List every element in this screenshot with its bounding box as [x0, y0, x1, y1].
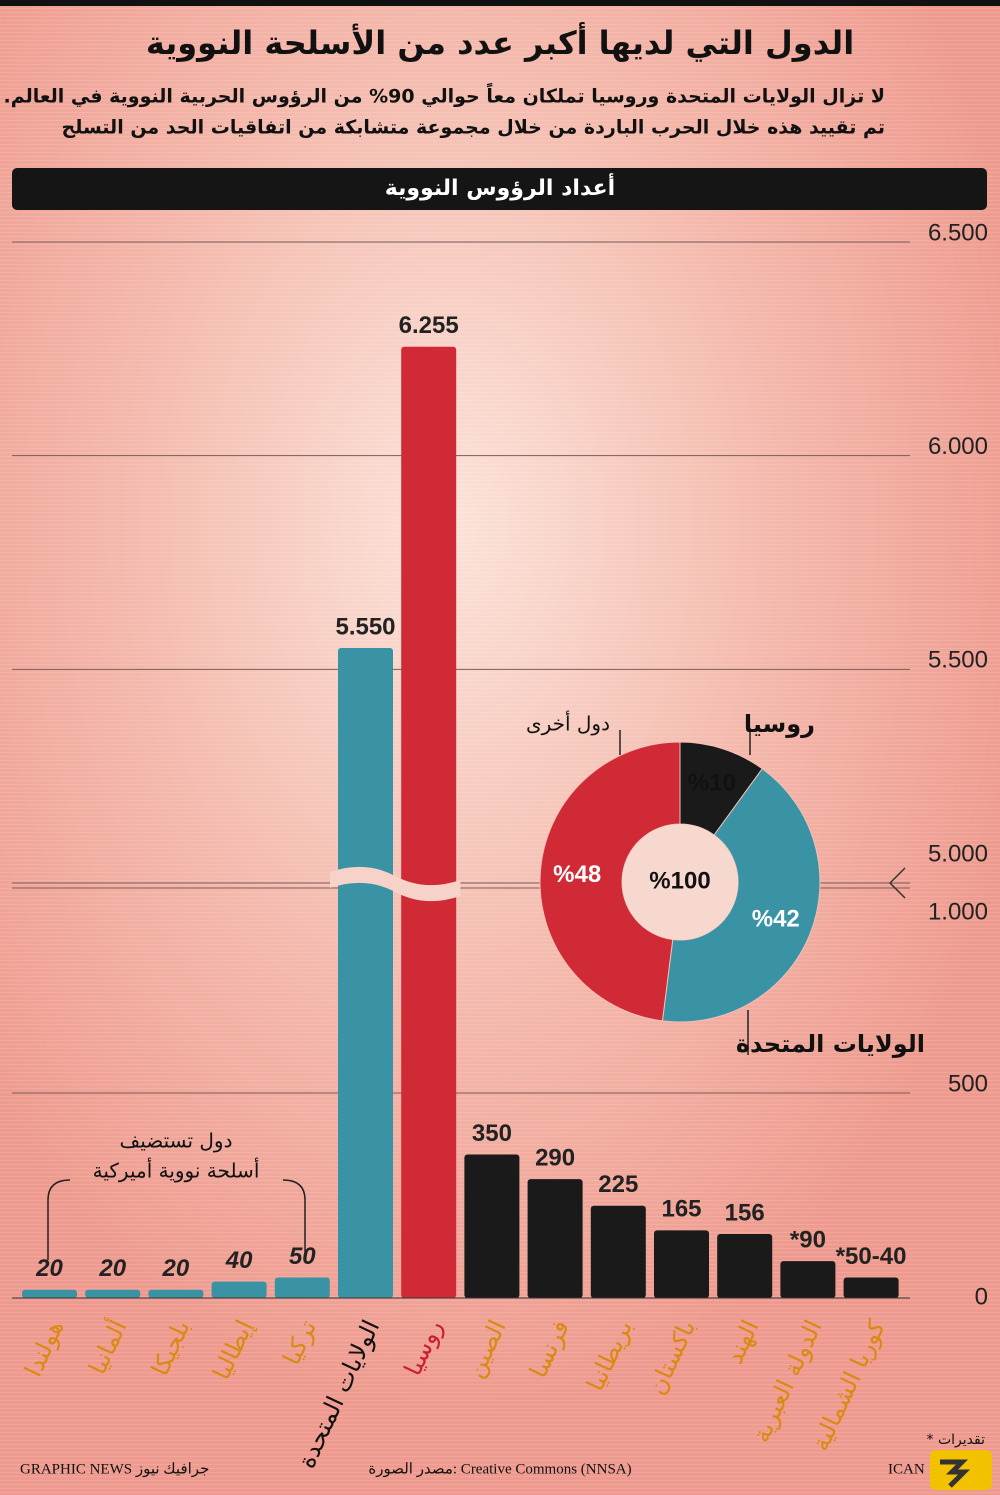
annotation: أسلحة نووية أميركية [93, 1158, 260, 1183]
y-tick-label: 5.000 [928, 840, 988, 867]
y-tick-label: 5.500 [928, 647, 988, 674]
bar [780, 1261, 836, 1298]
image-source: مصدر الصورة: Creative Commons (NNSA) [368, 1461, 631, 1477]
bar [464, 1154, 520, 1298]
value-label: 20 [98, 1255, 126, 1282]
y-tick-label: 1.000 [928, 898, 988, 925]
subtitle: لا تزال الولايات المتحدة وروسيا تملكان م… [4, 82, 886, 107]
value-label: 40 [225, 1247, 253, 1274]
bracket [47, 1179, 306, 1260]
bar [148, 1289, 204, 1298]
value-label: *50-40 [836, 1243, 907, 1270]
value-label: 350 [472, 1120, 512, 1147]
value-label: 290 [535, 1144, 575, 1171]
value-label: *90 [790, 1226, 826, 1253]
bar [527, 1179, 583, 1298]
donut-hole [622, 824, 738, 940]
legend-label: روسيا [744, 710, 815, 738]
center-label: %100 [649, 867, 710, 894]
bar [590, 1205, 646, 1298]
bar [717, 1234, 773, 1298]
value-label: 50 [289, 1243, 316, 1270]
bar-chart: 05001.0005.0005.5006.0006.50020هولندا20أ… [12, 219, 988, 1473]
legend-label: الولايات المتحدة [736, 1030, 925, 1058]
section-bar [12, 168, 987, 210]
slice-label: %48 [553, 861, 601, 888]
bar [654, 1230, 709, 1298]
donut-chart: %10 %42 %48 %100 [539, 741, 821, 1023]
credit: GRAPHIC NEWS جرافيك نيوز [20, 1461, 209, 1477]
value-label: 6.255 [399, 312, 459, 339]
title: الدول التي لديها أكبر عدد من الأسلحة الن… [146, 22, 854, 62]
section-title: أعداد الرؤوس النووية [385, 172, 615, 201]
bar [338, 647, 393, 1298]
axis-break [330, 866, 461, 902]
logo [930, 1450, 992, 1490]
value-label: 165 [661, 1196, 701, 1223]
source: ICAN [888, 1461, 925, 1477]
bar [85, 1289, 141, 1298]
bar [22, 1289, 77, 1298]
top-rule [0, 0, 1000, 6]
y-tick-label: 6.000 [928, 433, 988, 460]
slice-label: %10 [688, 769, 736, 796]
value-label: 20 [35, 1255, 63, 1282]
value-label: 5.550 [335, 613, 395, 640]
subtitle: تم تقييد هذه خلال الحرب الباردة من خلال … [62, 117, 885, 139]
bar [274, 1277, 330, 1298]
y-tick-label: 6.500 [928, 219, 988, 246]
annotation: دول تستضيف [120, 1129, 233, 1153]
break-marker [888, 867, 906, 899]
footnote: * تقديرات [927, 1432, 986, 1448]
bar [843, 1277, 899, 1298]
bar [211, 1281, 267, 1298]
value-label: 20 [162, 1255, 190, 1282]
bar [401, 346, 457, 1298]
value-label: 156 [725, 1199, 765, 1226]
y-tick-label: 0 [975, 1283, 988, 1310]
value-label: 225 [598, 1171, 638, 1198]
legend-label: دول أخرى [526, 711, 610, 736]
y-tick-label: 500 [948, 1070, 988, 1097]
slice-label: %42 [752, 905, 800, 932]
